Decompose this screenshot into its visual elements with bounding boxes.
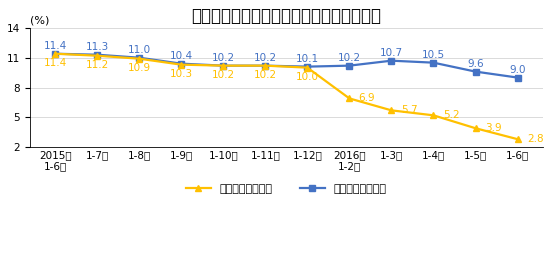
Text: 5.2: 5.2 bbox=[443, 110, 460, 120]
Text: 10.5: 10.5 bbox=[422, 50, 445, 60]
Legend: 民间固定资产投资, 全国固定资产投资: 民间固定资产投资, 全国固定资产投资 bbox=[182, 180, 391, 199]
Text: 11.4: 11.4 bbox=[44, 58, 67, 68]
Text: 10.4: 10.4 bbox=[170, 51, 193, 61]
Text: 10.2: 10.2 bbox=[212, 53, 235, 63]
Text: 10.2: 10.2 bbox=[254, 53, 277, 63]
Text: 11.0: 11.0 bbox=[128, 45, 151, 55]
Text: 10.2: 10.2 bbox=[212, 70, 235, 80]
Text: 9.0: 9.0 bbox=[509, 65, 526, 74]
Text: 5.7: 5.7 bbox=[401, 105, 418, 115]
Text: 3.9: 3.9 bbox=[485, 123, 502, 133]
Text: 2.8: 2.8 bbox=[527, 134, 544, 144]
Title: 民间固定资产投资和全国固定资产投资增速: 民间固定资产投资和全国固定资产投资增速 bbox=[191, 7, 382, 25]
Text: 10.7: 10.7 bbox=[380, 48, 403, 58]
Text: 6.9: 6.9 bbox=[359, 94, 375, 103]
Text: 10.2: 10.2 bbox=[338, 53, 361, 63]
Text: 10.2: 10.2 bbox=[254, 70, 277, 80]
Text: 11.4: 11.4 bbox=[44, 41, 67, 51]
Text: 11.2: 11.2 bbox=[86, 60, 109, 70]
Text: 9.6: 9.6 bbox=[467, 59, 484, 69]
Text: 10.0: 10.0 bbox=[296, 72, 319, 82]
Text: (%): (%) bbox=[30, 15, 49, 25]
Text: 11.3: 11.3 bbox=[86, 42, 109, 52]
Text: 10.9: 10.9 bbox=[128, 63, 151, 73]
Text: 10.3: 10.3 bbox=[170, 69, 193, 79]
Text: 10.1: 10.1 bbox=[296, 54, 319, 64]
